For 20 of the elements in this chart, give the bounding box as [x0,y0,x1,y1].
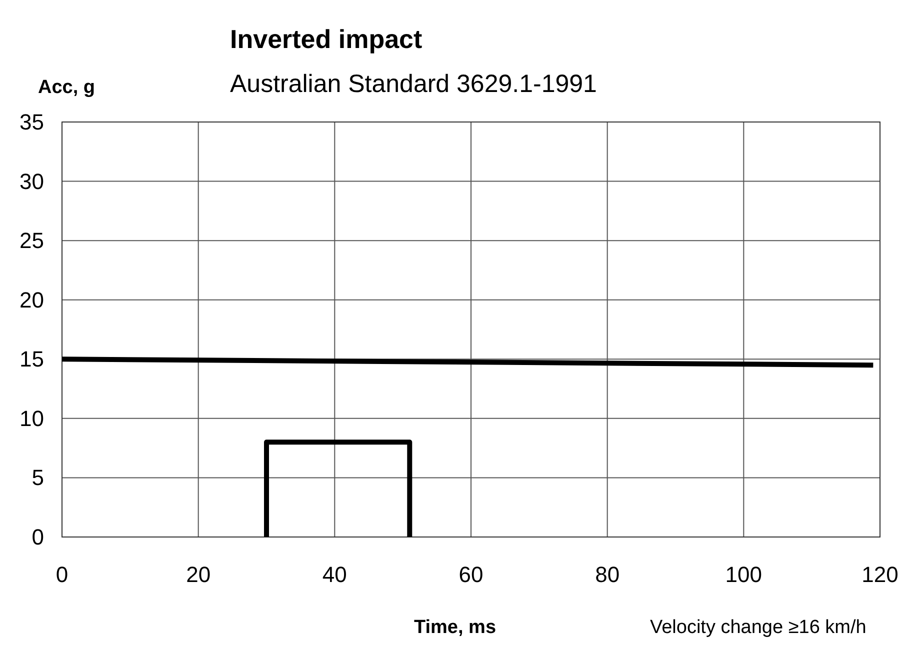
x-tick-label: 0 [56,562,68,587]
chart-title: Inverted impact [230,24,423,54]
y-tick-label: 30 [20,168,44,194]
y-tick-label: 10 [20,406,44,431]
x-tick-label: 120 [862,562,898,587]
y-tick-label: 0 [32,524,44,550]
y-tick-label: 35 [20,110,44,134]
y-axis-title: Acc, g [38,77,96,98]
y-tick-label: 25 [20,228,44,254]
text: Velocity change ≥16 km/h [650,617,866,638]
x-axis-title: Time, ms [414,617,496,638]
x-tick-label: 60 [458,562,484,587]
x-tick-label: 80 [595,562,620,587]
y-tick-label: 5 [32,465,44,490]
x-tick-label: 40 [322,562,347,587]
y-tick-label: 20 [20,287,44,312]
x-tick-label: 20 [186,562,211,587]
y-tick-label: 15 [20,346,44,372]
x-tick-label: 100 [725,562,762,587]
chart-subtitle: Australian Standard 3629.1-1991 [230,70,597,98]
